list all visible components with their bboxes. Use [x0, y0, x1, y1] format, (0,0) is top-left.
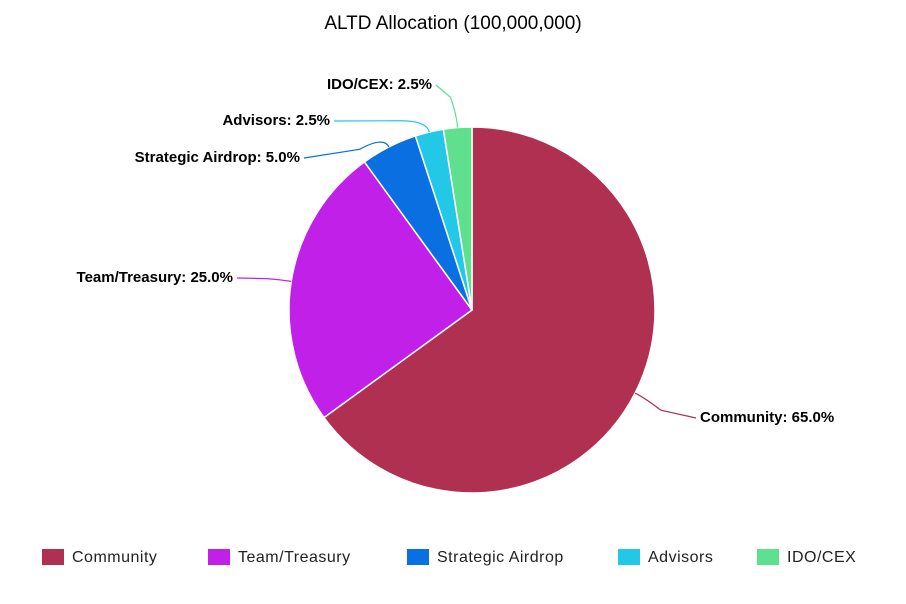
legend-swatch [407, 549, 429, 565]
legend-label: Community [72, 549, 157, 566]
legend-label: Strategic Airdrop [437, 549, 564, 566]
data-label: Strategic Airdrop: 5.0% [135, 149, 300, 166]
data-label: Team/Treasury: 25.0% [77, 269, 233, 286]
leader-line [634, 392, 697, 419]
legend-label: Team/Treasury [238, 549, 351, 566]
chart-title: ALTD Allocation (100,000,000) [324, 13, 581, 34]
legend-swatch [757, 549, 779, 565]
data-label: Community: 65.0% [700, 409, 834, 426]
pie-slice [322, 126, 656, 494]
leader-line [435, 84, 459, 128]
legend-label: IDO/CEX [787, 549, 856, 566]
legend-label: Advisors [648, 549, 713, 566]
leader-line [333, 120, 430, 133]
data-label: Advisors: 2.5% [222, 112, 330, 129]
legend-swatch [618, 549, 640, 565]
data-label: IDO/CEX: 2.5% [327, 76, 432, 93]
leader-line [303, 141, 390, 159]
legend-swatch [42, 549, 64, 565]
leader-line [236, 277, 292, 282]
legend-swatch [208, 549, 230, 565]
